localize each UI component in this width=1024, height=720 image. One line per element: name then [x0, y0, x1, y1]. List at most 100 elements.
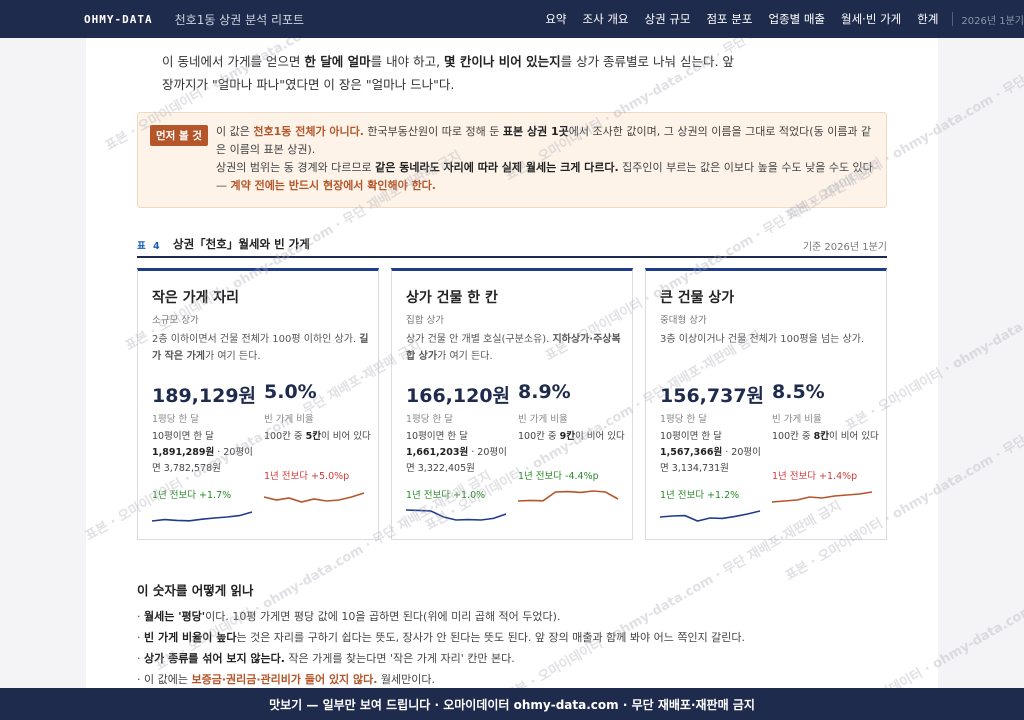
- card-desc-emphasis: 지하상가·주상복합 상가: [406, 334, 621, 362]
- intro-text: 이 동네에서 가게를 얻으면: [162, 54, 305, 69]
- vacancy-detail-emphasis: 8칸: [813, 431, 830, 442]
- notice-highlight: 천호1동 전체가 아니다.: [253, 125, 364, 138]
- card-desc-text: 가 여기 든다.: [204, 351, 261, 362]
- card-desc-text: 상가 건물 안 개별 호실(구분소유).: [406, 334, 553, 345]
- vacancy-trend-sparkline-line: [517, 490, 619, 502]
- vacancy-detail-text: 100칸 중: [518, 431, 560, 442]
- notice-emphasis: 표본 상권 1곳: [502, 125, 569, 138]
- nav-item-sales-by-industry[interactable]: 업종별 매출: [768, 12, 826, 26]
- nav-divider: [952, 12, 954, 26]
- guide-item: · 상가 종류를 섞어 보지 않는다. 작은 가게를 찾는다면 '작은 가게 자…: [137, 652, 515, 665]
- section-intro: 이 동네에서 가게를 얻으면 한 달에 얼마를 내야 하고, 몇 칸이나 비어 …: [162, 50, 812, 96]
- notice-text: 상권의 범위는 동 경계와 다르므로: [216, 161, 376, 174]
- guide-text: 월세만이다.: [377, 673, 436, 686]
- brand-logo[interactable]: OHMY-DATA: [84, 12, 153, 26]
- rent-detail: 10평이면 한 달 1,891,289원 · 20평이면 3,782,578원: [152, 429, 260, 477]
- vacancy-rate-label: 빈 가게 비율: [264, 414, 314, 425]
- nav-item-overview[interactable]: 조사 개요: [582, 12, 629, 26]
- vacancy-change: 1년 전보다 +1.4%p: [772, 471, 858, 482]
- table-date: 기준 2026년 1분기: [802, 242, 887, 253]
- card-description: 상가 건물 안 개별 호실(구분소유). 지하상가·주상복합 상가가 여기 든다…: [406, 331, 626, 365]
- card-desc-text: 3층 이상이거나 건물 전체가 100평을 넘는 상가.: [660, 334, 865, 345]
- guide-emphasis: 월세는 '평당': [144, 610, 206, 623]
- guide-highlight: 보증금·권리금·관리비가 들어 있지 않다.: [191, 673, 378, 686]
- guide-text: 는 것은 자리를 구하기 쉽다는 뜻도, 장사가 안 된다는 뜻도 된다. 앞 …: [236, 631, 746, 644]
- rent-trend-sparkline-line: [659, 510, 761, 522]
- intro-text: 를 상가 종류별로 나눠 싣는다. 앞: [560, 54, 734, 69]
- card-subtitle: 집합 상가: [406, 315, 444, 326]
- guide-item: · 이 값에는 보증금·권리금·관리비가 들어 있지 않다. 월세만이다.: [137, 673, 436, 686]
- card-name: 큰 건물 상가: [660, 290, 735, 306]
- notice-text: 이 값은: [216, 125, 254, 138]
- guide-text: 이다. 10평 가게면 평당 값에 10을 곱하면 된다(위에 미리 곱해 적어…: [205, 610, 561, 623]
- guide-text: 작은 가게를 찾는다면 '작은 가게 자리' 칸만 본다.: [284, 652, 515, 665]
- vacancy-rate: 8.9%: [518, 381, 571, 403]
- nav-item-rent-vacancy[interactable]: 월세·빈 가게: [841, 12, 902, 26]
- card-desc-text: 2층 이하이면서 건물 전체가 100평 이하인 상가.: [152, 334, 360, 345]
- rent-detail-emphasis: 1,567,366원: [660, 447, 723, 458]
- vacancy-detail-text: 이 비어 있다: [829, 431, 879, 442]
- vacancy-detail-text: 이 비어 있다: [321, 431, 371, 442]
- guide-list: · 월세는 '평당'이다. 10평 가게면 평당 값에 10을 곱하면 된다(위…: [137, 606, 877, 690]
- vacancy-detail: 100칸 중 8칸이 비어 있다: [772, 429, 880, 445]
- card-subtitle: 소규모 상가: [152, 315, 199, 326]
- nav-date: 2026년 1분기: [961, 15, 1024, 27]
- vacancy-trend-sparkline-line: [263, 492, 365, 503]
- guide-item: · 빈 가게 비율이 높다는 것은 자리를 구하기 쉽다는 뜻도, 장사가 안 …: [137, 631, 746, 644]
- notice-text: 집주인이 부르는 값은 이보다 높을 수도 낮을 수도 있다 —: [216, 161, 873, 192]
- nav-item-limitations[interactable]: 한계: [917, 12, 939, 26]
- rent-trend-sparkline: [405, 509, 507, 521]
- notice-body: 이 값은 천호1동 전체가 아니다. 한국부동산원이 따로 정해 둔 표본 상권…: [216, 123, 876, 195]
- rent-price-label: 1평당 한 달: [660, 414, 708, 425]
- card-description: 3층 이상이거나 건물 전체가 100평을 넘는 상가.: [660, 331, 880, 348]
- vacancy-detail-text: 100칸 중: [772, 431, 814, 442]
- rent-detail-text: · 20평이면 3,322,405원: [406, 447, 507, 474]
- rent-price: 166,120원: [406, 385, 511, 407]
- notice-box: 먼저 볼 것 이 값은 천호1동 전체가 아니다. 한국부동산원이 따로 정해 …: [137, 112, 887, 208]
- guide-title: 이 숫자를 어떻게 읽나: [137, 583, 254, 598]
- report-title: 천호1동 상권 분석 리포트: [174, 12, 305, 27]
- rent-trend-sparkline-line: [151, 511, 253, 522]
- nav-item-market-size[interactable]: 상권 규모: [644, 12, 691, 26]
- rent-trend-sparkline: [151, 511, 253, 522]
- vacancy-trend-sparkline: [771, 491, 873, 503]
- rent-trend-sparkline: [659, 510, 761, 522]
- table-title: 상권「천호」월세와 빈 가게: [173, 237, 310, 251]
- rent-change: 1년 전보다 +1.2%: [660, 490, 740, 501]
- vacancy-detail: 100칸 중 9칸이 비어 있다: [518, 429, 626, 445]
- rent-detail-text: · 20평이면 3,782,578원: [152, 447, 253, 474]
- top-bar: OHMY-DATA 천호1동 상권 분석 리포트 요약 조사 개요 상권 규모 …: [0, 0, 1024, 38]
- intro-emphasis: 몇 칸이나 비어 있는지: [444, 54, 561, 69]
- rent-detail-text: 10평이면 한 달: [152, 431, 214, 442]
- intro-text: 장까지가 "얼마나 파나"였다면 이 장은 "얼마나 드나"다.: [162, 77, 455, 92]
- vacancy-detail-text: 이 비어 있다: [575, 431, 625, 442]
- vacancy-trend-sparkline: [263, 492, 365, 503]
- vacancy-trend-sparkline: [517, 490, 619, 502]
- vacancy-rate-label: 빈 가게 비율: [518, 414, 568, 425]
- guide-text: 이 값에는: [144, 673, 192, 686]
- rent-price: 156,737원: [660, 385, 765, 407]
- nav-item-store-distribution[interactable]: 점포 분포: [706, 12, 753, 26]
- vacancy-rate-label: 빈 가게 비율: [772, 414, 822, 425]
- rent-detail-text: · 20평이면 3,134,731원: [660, 447, 761, 474]
- notice-text: 에서 조사한 값이며, 그 상권의 이름을 그대로 적었다(동 이름과 같은 이…: [216, 125, 872, 156]
- card-subtitle: 중대형 상가: [660, 315, 707, 326]
- top-nav: 요약 조사 개요 상권 규모 점포 분포 업종별 매출 월세·빈 가게 한계 2…: [529, 11, 1024, 27]
- card-description: 2층 이하이면서 건물 전체가 100평 이하인 상가. 길가 작은 가게가 여…: [152, 331, 372, 365]
- vacancy-trend-sparkline-line: [771, 491, 873, 503]
- rent-detail-text: 10평이면 한 달: [660, 431, 722, 442]
- rent-detail-emphasis: 1,661,203원: [406, 447, 469, 458]
- nav-item-summary[interactable]: 요약: [545, 12, 567, 26]
- rent-price: 189,129원: [152, 385, 257, 407]
- rent-detail-text: 10평이면 한 달: [406, 431, 468, 442]
- guide-emphasis: 상가 종류를 섞어 보지 않는다.: [144, 652, 285, 665]
- table-header: 표 4 상권「천호」월세와 빈 가게 기준 2026년 1분기: [137, 234, 887, 258]
- card-desc-emphasis: 길가 작은 가게: [152, 334, 369, 362]
- intro-emphasis: 한 달에 얼마: [304, 54, 371, 69]
- vacancy-detail: 100칸 중 5칸이 비어 있다: [264, 429, 372, 445]
- card-name: 상가 건물 한 칸: [406, 290, 498, 306]
- vacancy-change: 1년 전보다 +5.0%p: [264, 471, 350, 482]
- notice-emphasis: 같은 동네라도 자리에 따라 실제 월세는 크게 다르다.: [375, 161, 619, 174]
